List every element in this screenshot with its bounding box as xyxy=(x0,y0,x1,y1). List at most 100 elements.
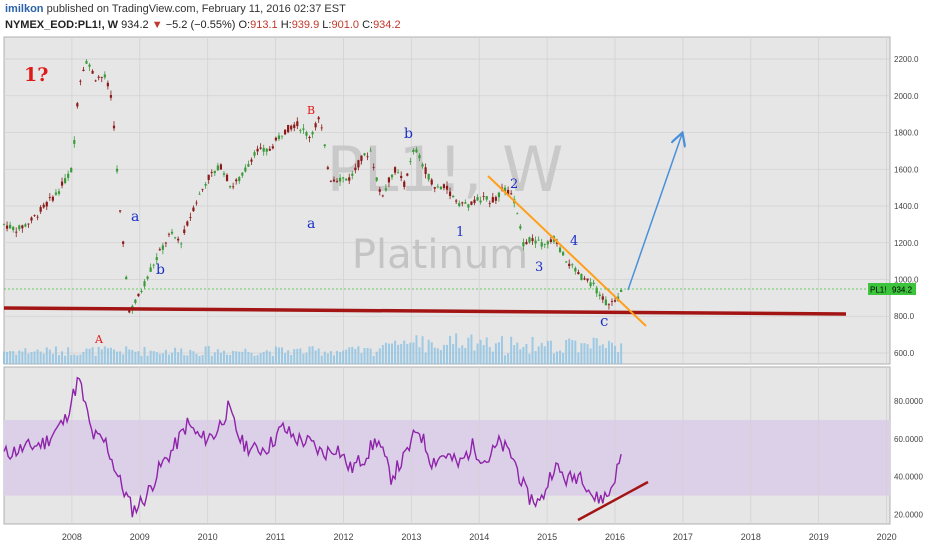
price-badge-label: PL1! xyxy=(870,286,886,295)
volume-bar xyxy=(61,351,64,364)
candle-body xyxy=(228,185,232,188)
volume-bar xyxy=(250,352,253,364)
candle-body xyxy=(247,164,250,167)
candle-body xyxy=(348,177,351,181)
candle-body xyxy=(67,173,70,178)
volume-bar xyxy=(424,352,427,364)
volume-bar xyxy=(415,335,418,364)
volume-bar xyxy=(339,351,342,364)
wave-label-a1: a xyxy=(131,209,139,225)
candle-body xyxy=(393,167,397,173)
candle-body xyxy=(455,200,458,202)
rsi-axis[interactable]: 20.0000 40.0000 60.0000 80.0000 xyxy=(894,397,923,519)
volume-bar xyxy=(528,353,531,364)
volume-bar xyxy=(394,340,397,364)
volume-bar xyxy=(210,355,213,364)
price-badge-value: 934.2 xyxy=(892,286,913,295)
volume-bar xyxy=(287,350,290,364)
volume-bar xyxy=(85,348,88,364)
rsi-divergence-line[interactable] xyxy=(577,480,649,522)
watermark-name: Platinum xyxy=(352,232,528,278)
price-tick-label: 1600.0 xyxy=(894,165,919,174)
candle-body xyxy=(357,160,360,168)
projection-arrow[interactable] xyxy=(627,134,682,291)
candle-body xyxy=(235,179,238,182)
candle-body xyxy=(189,217,192,219)
volume-bar xyxy=(442,344,445,364)
time-axis[interactable]: 2008 2009 2010 2011 2012 2013 2014 2015 2016 2017… xyxy=(62,532,897,542)
candle-body xyxy=(375,177,378,181)
candle-body xyxy=(452,195,455,198)
candle-body xyxy=(253,152,256,156)
last-price: 934.2 xyxy=(121,19,149,31)
candle-body xyxy=(427,173,430,180)
price-tick-label: 800.0 xyxy=(894,312,915,321)
time-tick-label: 2013 xyxy=(401,532,421,542)
candle-body xyxy=(204,184,207,186)
volume-bar xyxy=(494,343,497,364)
candle-body xyxy=(280,135,284,137)
volume-bars xyxy=(3,333,623,364)
candle-body xyxy=(445,185,449,190)
volume-bar xyxy=(497,342,500,364)
candle-body xyxy=(354,167,357,171)
volume-bar xyxy=(559,350,562,364)
volume-bar xyxy=(540,342,543,364)
candle-body xyxy=(112,125,116,129)
candle-body xyxy=(173,237,177,239)
volume-bar xyxy=(562,352,565,364)
volume-bar xyxy=(6,351,9,364)
candle-body xyxy=(256,148,259,152)
candle-body xyxy=(122,241,125,244)
downtrend-line[interactable] xyxy=(487,175,647,327)
volume-bar xyxy=(595,338,598,364)
candle-body xyxy=(207,174,210,180)
candle-body xyxy=(137,293,140,297)
volume-bar xyxy=(479,339,482,364)
candle-body xyxy=(18,225,21,230)
candle-body xyxy=(403,181,406,187)
candle-body xyxy=(479,200,482,203)
volume-bar xyxy=(332,355,335,364)
volume-bar xyxy=(391,343,394,364)
candle-body xyxy=(516,213,519,215)
volume-bar xyxy=(216,349,219,364)
volume-bar xyxy=(354,348,357,364)
candle-body xyxy=(369,150,372,152)
wave-label-c: c xyxy=(600,312,608,330)
volume-bar xyxy=(381,345,384,364)
candle-body xyxy=(335,180,339,182)
candle-body xyxy=(442,184,446,189)
candle-body xyxy=(287,124,290,133)
candle-body xyxy=(36,216,39,218)
volume-bar xyxy=(345,349,348,364)
support-line[interactable] xyxy=(3,306,847,316)
volume-bar xyxy=(116,351,119,364)
candle-body xyxy=(33,215,36,216)
candle-body xyxy=(458,203,461,207)
candle-body xyxy=(568,263,571,267)
candle-body xyxy=(433,187,436,189)
candle-body xyxy=(574,267,577,272)
volume-bar xyxy=(70,355,73,364)
volume-bar xyxy=(195,353,198,364)
volume-bar xyxy=(222,350,225,364)
candle-body xyxy=(583,278,586,280)
volume-bar xyxy=(198,355,201,364)
volume-bar xyxy=(48,349,51,364)
close-label: C: xyxy=(362,19,374,31)
volume-bar xyxy=(229,354,232,364)
price-axis[interactable]: 600.0 800.0 1000.0 1200.0 1400.0 1600.0 1800.0… xyxy=(894,55,919,358)
volume-bar xyxy=(186,355,189,364)
volume-bar xyxy=(375,351,378,364)
volume-bar xyxy=(201,355,204,364)
high-value: 939.9 xyxy=(291,19,320,31)
price-tick-label: 1000.0 xyxy=(894,275,919,284)
chart-canvas[interactable]: PL1!, W Platinum PL1! 934.2 1? A B a b a… xyxy=(0,36,932,550)
volume-bar xyxy=(604,348,607,364)
author-link[interactable]: imilkon xyxy=(5,3,44,15)
volume-bar xyxy=(143,346,146,364)
price-tick-label: 600.0 xyxy=(894,349,915,358)
candle-body xyxy=(525,241,528,245)
volume-bar xyxy=(281,347,284,364)
